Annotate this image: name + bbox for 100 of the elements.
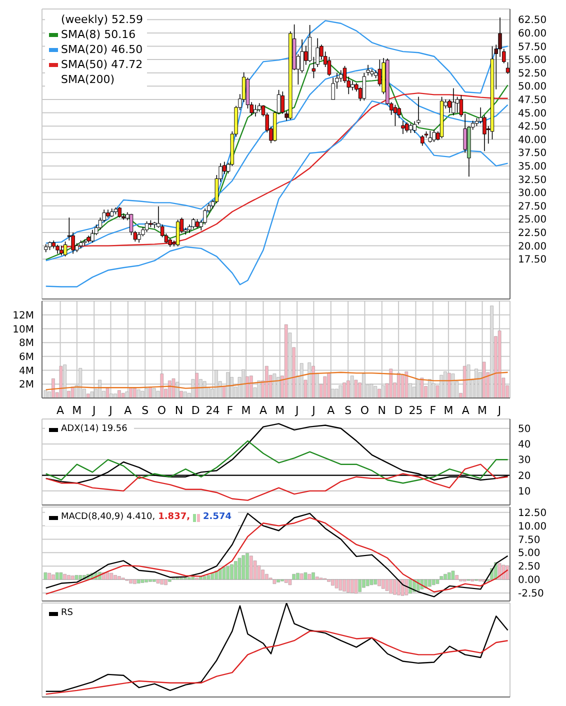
bar <box>466 364 470 398</box>
y-tick-label: 30.00 <box>518 188 547 200</box>
bar <box>342 579 346 592</box>
y-tick-label: 37.50 <box>518 148 547 160</box>
y-tick-label: 35.00 <box>518 162 547 173</box>
y-tick-label: 10M <box>12 324 34 336</box>
line-series <box>45 464 508 501</box>
candlestick <box>192 218 196 230</box>
bar <box>250 376 253 398</box>
y-tick-label: 42.50 <box>518 122 547 133</box>
bar <box>300 363 304 398</box>
bar <box>428 579 432 587</box>
bar <box>451 570 455 580</box>
chart-title: (weekly) 52.59 <box>60 12 144 27</box>
bar <box>106 572 110 580</box>
x-tick-label: N <box>378 404 386 417</box>
legend-label: MACD(8,40,9) 4.410, <box>60 511 156 524</box>
bar <box>184 577 187 580</box>
bar <box>334 579 338 588</box>
bar <box>222 567 226 580</box>
candlestick <box>129 213 134 236</box>
y-tick-label: 30 <box>518 455 531 466</box>
y-tick-label: 22.50 <box>518 228 547 240</box>
annotation: SMA(200) <box>60 72 116 87</box>
bar <box>114 575 117 580</box>
y-tick-label: 62.50 <box>518 15 547 26</box>
bar <box>276 377 280 398</box>
y-tick-label: 25.00 <box>518 214 547 226</box>
bar <box>59 572 63 580</box>
bar <box>300 573 304 580</box>
y-tick-label: 12M <box>12 310 34 322</box>
bar <box>400 579 404 596</box>
legend-label: SMA(8) 50.16 <box>60 27 137 42</box>
candlestick <box>393 104 398 126</box>
bar <box>172 378 176 398</box>
bar <box>308 362 312 398</box>
bar <box>276 579 280 582</box>
bar <box>63 574 66 580</box>
bar <box>206 575 210 580</box>
bar <box>338 385 342 398</box>
bar <box>400 374 404 398</box>
bar <box>110 572 114 580</box>
legend-label: SMA(20) 46.50 <box>60 42 144 57</box>
bar <box>148 386 152 398</box>
bar <box>70 386 74 398</box>
bar <box>187 577 191 580</box>
candlestick <box>420 134 424 146</box>
bar <box>304 572 308 580</box>
y-tick-label: 2M <box>19 380 34 391</box>
bar <box>397 579 400 596</box>
bar <box>404 372 408 398</box>
bar <box>498 563 502 580</box>
bar <box>52 574 55 580</box>
bar <box>238 558 242 580</box>
y-tick-label: 50.00 <box>518 82 547 93</box>
bar <box>436 579 440 584</box>
bar <box>381 579 385 589</box>
x-tick-label: A <box>124 404 132 417</box>
legend-label: ADX(14) 19.56 <box>60 423 128 436</box>
x-tick-label: M <box>444 404 454 417</box>
y-tick-label: 4M <box>19 366 34 377</box>
x-tick-label: J <box>108 404 112 417</box>
bar <box>462 366 466 398</box>
bar <box>350 579 354 594</box>
x-tick-label: M <box>241 404 251 417</box>
x-tick-label: 25 <box>408 404 423 417</box>
y-tick-label: 5.00 <box>518 548 540 560</box>
x-tick-label: D <box>191 404 200 417</box>
bar <box>184 392 187 398</box>
bar <box>156 579 160 584</box>
y-tick-label: -2.50 <box>518 588 544 600</box>
bar <box>133 579 136 584</box>
x-tick-label: J <box>311 404 316 417</box>
bar <box>67 575 70 580</box>
x-tick-label: J <box>496 404 502 417</box>
y-tick-label: 0.00 <box>518 575 540 586</box>
bar <box>195 372 198 398</box>
bar <box>506 565 509 580</box>
bar <box>242 369 246 398</box>
bar <box>48 572 51 580</box>
y-tick-label: 20.00 <box>518 241 547 252</box>
bar <box>140 579 144 583</box>
bar <box>199 576 202 580</box>
y-tick-label: 7.50 <box>518 534 540 546</box>
y-tick-label: 10.00 <box>518 521 547 532</box>
bar <box>490 306 494 398</box>
bar <box>144 579 148 582</box>
bar <box>44 390 48 398</box>
bar <box>272 579 276 584</box>
bar <box>144 388 148 398</box>
bar <box>136 579 140 584</box>
bar <box>250 556 253 580</box>
bar <box>202 381 206 398</box>
bar <box>378 579 381 586</box>
bar <box>140 390 144 398</box>
x-tick-label: M <box>478 404 488 417</box>
bar <box>98 380 102 398</box>
bar <box>420 378 424 398</box>
x-tick-label: A <box>327 404 336 417</box>
x-tick-label: N <box>174 404 184 417</box>
